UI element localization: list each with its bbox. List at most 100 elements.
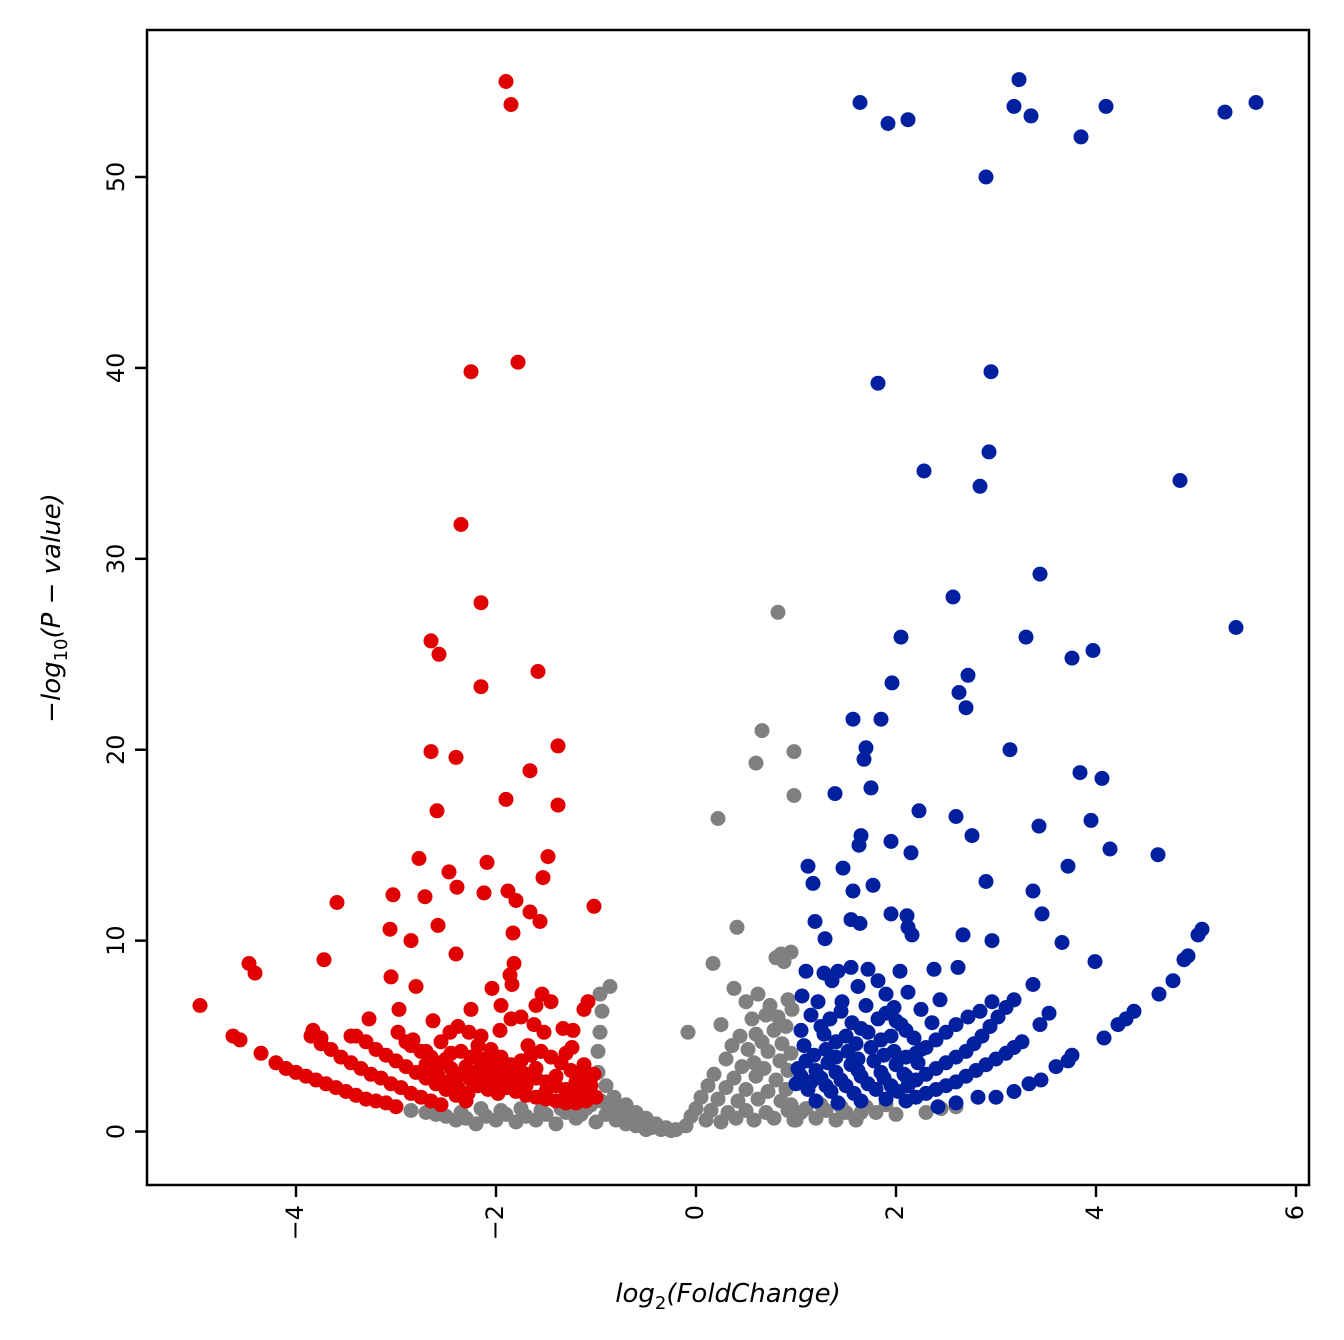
data-point xyxy=(827,786,843,802)
data-point xyxy=(878,1005,894,1021)
data-point xyxy=(828,1049,844,1065)
data-point xyxy=(1033,1072,1049,1088)
data-point xyxy=(805,875,821,891)
data-point xyxy=(1006,1084,1022,1099)
data-point xyxy=(983,364,999,380)
data-point xyxy=(468,1116,484,1132)
data-point xyxy=(760,1043,776,1059)
data-point xyxy=(913,1042,929,1057)
data-point xyxy=(705,956,721,971)
data-point xyxy=(796,1038,812,1054)
y-axis-ticks: 0 10 20 30 40 50 xyxy=(102,162,147,1139)
data-point xyxy=(786,788,802,803)
data-point xyxy=(984,933,1000,949)
data-point xyxy=(984,994,1000,1010)
data-point xyxy=(476,1061,492,1076)
data-point xyxy=(813,1019,829,1034)
data-point xyxy=(858,998,874,1013)
data-point xyxy=(808,1110,824,1126)
data-point xyxy=(734,1059,750,1075)
data-point xyxy=(693,1089,709,1105)
data-point xyxy=(493,998,509,1013)
data-point xyxy=(505,925,521,941)
data-point xyxy=(916,463,932,479)
data-point xyxy=(592,1024,608,1040)
data-point xyxy=(964,828,980,844)
data-point xyxy=(900,984,916,1000)
data-point xyxy=(750,986,766,1002)
data-point xyxy=(316,952,332,968)
data-point xyxy=(678,1118,694,1134)
data-point xyxy=(498,791,514,807)
data-point xyxy=(930,1099,946,1115)
data-point xyxy=(884,675,900,691)
data-point xyxy=(903,845,919,861)
data-point xyxy=(473,679,489,695)
data-point xyxy=(448,946,464,962)
data-point xyxy=(783,1097,799,1113)
data-point xyxy=(784,1001,800,1017)
data-point xyxy=(845,711,861,727)
data-point xyxy=(865,877,881,893)
data-point xyxy=(818,1078,834,1094)
data-point xyxy=(1151,986,1167,1002)
data-point xyxy=(423,744,439,760)
x-tick-label: 4 xyxy=(1081,1205,1109,1220)
data-point xyxy=(463,364,479,380)
data-point xyxy=(945,589,961,605)
data-point xyxy=(876,1047,892,1063)
data-point xyxy=(710,1091,726,1107)
data-point xyxy=(740,1042,756,1057)
data-point xyxy=(828,1064,844,1080)
x-axis-ticks: −4 −2 0 2 4 6 xyxy=(281,1185,1309,1240)
data-point xyxy=(698,1112,714,1128)
data-point xyxy=(479,854,495,870)
data-point xyxy=(853,1105,869,1120)
data-point xyxy=(738,994,754,1010)
data-point xyxy=(538,1084,554,1099)
data-point xyxy=(586,1066,602,1082)
data-point xyxy=(1021,1076,1037,1092)
data-point xyxy=(972,478,988,494)
data-point xyxy=(808,1063,824,1078)
data-point xyxy=(518,1078,534,1094)
data-point xyxy=(748,755,764,771)
data-point xyxy=(488,1064,504,1080)
data-point xyxy=(724,1038,740,1054)
x-tick-label: 6 xyxy=(1281,1205,1309,1220)
data-point xyxy=(1165,973,1181,989)
data-point xyxy=(463,1001,479,1017)
data-point xyxy=(382,921,398,937)
data-point xyxy=(776,954,792,970)
data-point xyxy=(247,965,263,981)
data-point xyxy=(728,1110,744,1126)
data-point xyxy=(878,986,894,1002)
data-point xyxy=(576,1057,592,1073)
data-point xyxy=(558,1087,574,1103)
data-point xyxy=(838,1078,854,1094)
data-point xyxy=(1098,98,1114,114)
data-point xyxy=(503,1011,519,1027)
y-tick-label: 30 xyxy=(102,544,130,575)
data-point xyxy=(713,1017,729,1033)
data-point xyxy=(958,700,974,716)
data-point xyxy=(783,1045,799,1061)
data-point xyxy=(808,1093,824,1109)
data-point xyxy=(1087,954,1103,970)
data-point xyxy=(592,986,608,1002)
data-point xyxy=(873,1032,889,1048)
data-point xyxy=(663,1123,679,1139)
data-point xyxy=(453,1105,469,1120)
data-point xyxy=(918,1105,934,1120)
data-point xyxy=(433,1097,449,1113)
data-point xyxy=(528,998,544,1013)
data-point xyxy=(449,879,465,895)
data-point xyxy=(1034,906,1050,922)
data-point xyxy=(576,1001,592,1017)
data-point xyxy=(430,917,446,933)
data-point xyxy=(532,914,548,929)
x-tick-label: 2 xyxy=(881,1205,909,1220)
data-point xyxy=(361,1011,377,1027)
